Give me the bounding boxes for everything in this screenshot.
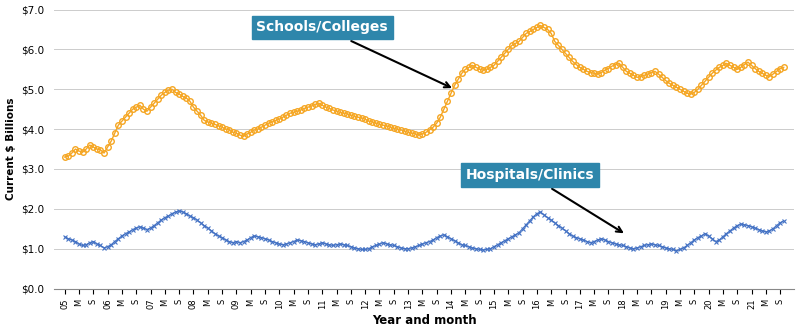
Y-axis label: Current $ Billions: Current $ Billions (6, 98, 15, 200)
X-axis label: Year and month: Year and month (372, 314, 477, 327)
Text: Hospitals/Clinics: Hospitals/Clinics (466, 168, 622, 232)
Text: Schools/Colleges: Schools/Colleges (257, 21, 450, 87)
